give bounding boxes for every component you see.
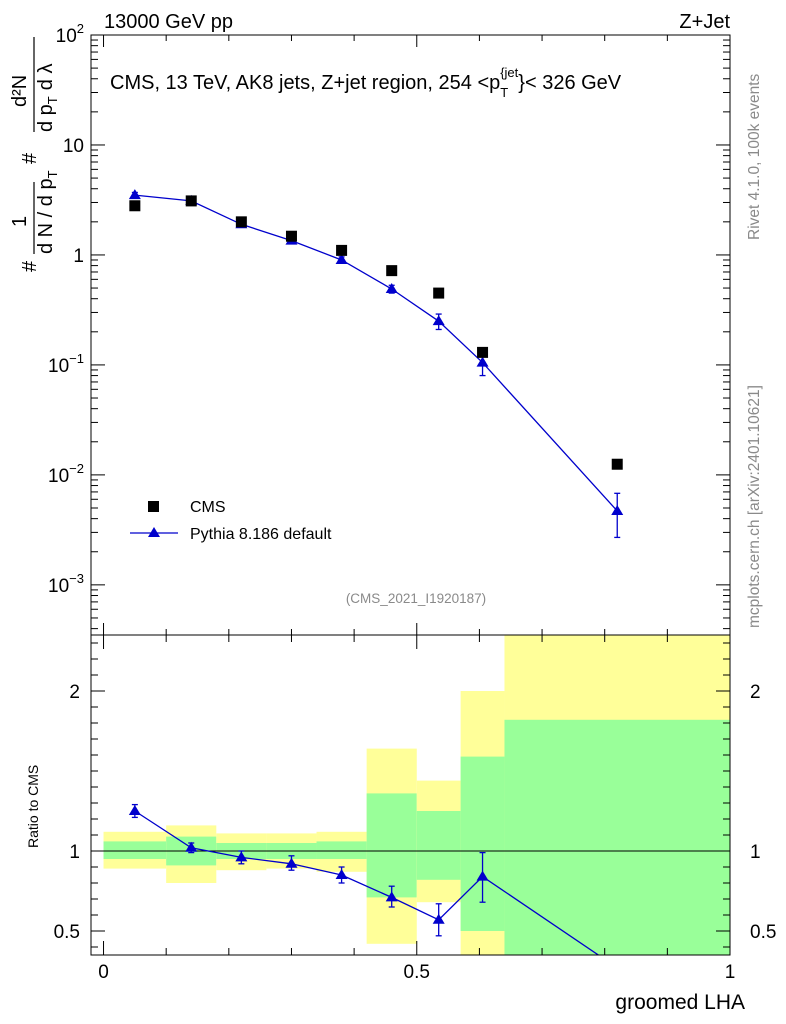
cms-point bbox=[285, 230, 297, 242]
cms-point bbox=[386, 265, 398, 277]
ratio-y-axis-label: Ratio to CMS bbox=[25, 765, 41, 848]
main-title: CMS, 13 TeV, AK8 jets, Z+jet region, 254… bbox=[110, 65, 622, 100]
main-watermark: (CMS_2021_I1920187) bbox=[346, 591, 486, 606]
cms-point bbox=[611, 458, 623, 470]
cms-point bbox=[185, 195, 197, 207]
x-tick-label: 0 bbox=[98, 962, 109, 983]
ratio-y-tick-label: 1 bbox=[69, 842, 80, 863]
legend-cms-marker bbox=[148, 501, 159, 512]
ratio-y-tick-label: 0.5 bbox=[54, 922, 80, 943]
ratio-band-inner bbox=[366, 793, 417, 898]
svg-text:d pTd λ: d pTd λ bbox=[35, 64, 60, 132]
main-y-tick-label: 10−3 bbox=[48, 571, 84, 597]
ratio-y-tick-label-right: 0.5 bbox=[750, 922, 776, 943]
svg-text:1: 1 bbox=[9, 216, 31, 227]
main-panel: 102 10 1 10−1 10−2 10−3 CMS, 13 TeV, AK8 jets… bbox=[9, 21, 731, 636]
cms-point bbox=[129, 200, 141, 212]
mc-point bbox=[128, 189, 141, 200]
main-frame bbox=[90, 34, 731, 636]
header-right: Z+Jet bbox=[679, 11, 730, 33]
side-label-top: Rivet 4.1.0, 100k events bbox=[746, 73, 763, 240]
mc-point bbox=[611, 504, 624, 515]
main-y-tick-label: 10−2 bbox=[48, 461, 84, 487]
ratio-frame bbox=[90, 634, 731, 956]
ratio-point bbox=[432, 913, 445, 924]
ratio-point bbox=[476, 870, 489, 881]
ratio-band-inner bbox=[460, 756, 505, 931]
ratio-point bbox=[285, 857, 298, 868]
ratio-band-inner bbox=[316, 841, 367, 859]
ratio-y-tick-label: 2 bbox=[69, 682, 80, 703]
main-y-axis-label: # 1 d N / d pT # d²N d pTd λ bbox=[9, 37, 60, 272]
mc-point bbox=[432, 315, 445, 326]
x-axis-label: groomed LHA bbox=[615, 991, 745, 1014]
ratio-band-inner bbox=[504, 719, 730, 955]
ratio-point bbox=[611, 962, 623, 972]
ratio-point bbox=[128, 805, 141, 815]
mc-point bbox=[335, 253, 348, 264]
main-y-tick-label: 10 bbox=[63, 136, 84, 157]
main-y-tick-label: 102 bbox=[56, 21, 84, 47]
ratio-y-tick-label-right: 2 bbox=[750, 682, 761, 703]
legend-mc-label: Pythia 8.186 default bbox=[190, 526, 332, 543]
main-y-tick-label: 1 bbox=[73, 246, 84, 267]
ratio-band-inner bbox=[416, 811, 461, 880]
mc-point bbox=[385, 283, 398, 294]
svg-text:#: # bbox=[19, 260, 41, 272]
ratio-y-tick-label-right: 1 bbox=[750, 842, 761, 863]
header-left: 13000 GeV pp bbox=[104, 11, 233, 33]
ratio-point bbox=[235, 851, 248, 862]
ratio-panel: 0.5 0.5 1 1 2 2 0 0.5 1 Ratio to CMS groomed LH… bbox=[25, 634, 776, 1014]
cms-point bbox=[336, 244, 348, 256]
svg-text:#: # bbox=[19, 152, 41, 164]
ratio-point bbox=[185, 841, 198, 852]
x-tick-label: 1 bbox=[725, 962, 736, 983]
legend-mc-marker bbox=[148, 527, 160, 537]
main-y-tick-label: 10−1 bbox=[48, 351, 84, 377]
legend: CMS Pythia 8.186 default bbox=[130, 499, 332, 543]
side-label-bottom: mcplots.cern.ch [arXiv:2401.10621] bbox=[746, 385, 763, 628]
ratio-point bbox=[385, 891, 398, 902]
cms-point bbox=[235, 216, 247, 228]
legend-cms-label: CMS bbox=[190, 499, 226, 516]
cms-point bbox=[433, 287, 445, 299]
svg-text:d²N: d²N bbox=[9, 75, 31, 107]
mc-point bbox=[476, 356, 489, 367]
ratio-point bbox=[335, 869, 348, 879]
svg-text:d N / d pT: d N / d pT bbox=[35, 170, 60, 254]
mc-line bbox=[134, 194, 618, 512]
cms-point bbox=[477, 346, 489, 358]
ratio-band-inner bbox=[103, 841, 167, 859]
ratio-series bbox=[128, 803, 623, 972]
x-tick-label: 0.5 bbox=[404, 962, 430, 983]
